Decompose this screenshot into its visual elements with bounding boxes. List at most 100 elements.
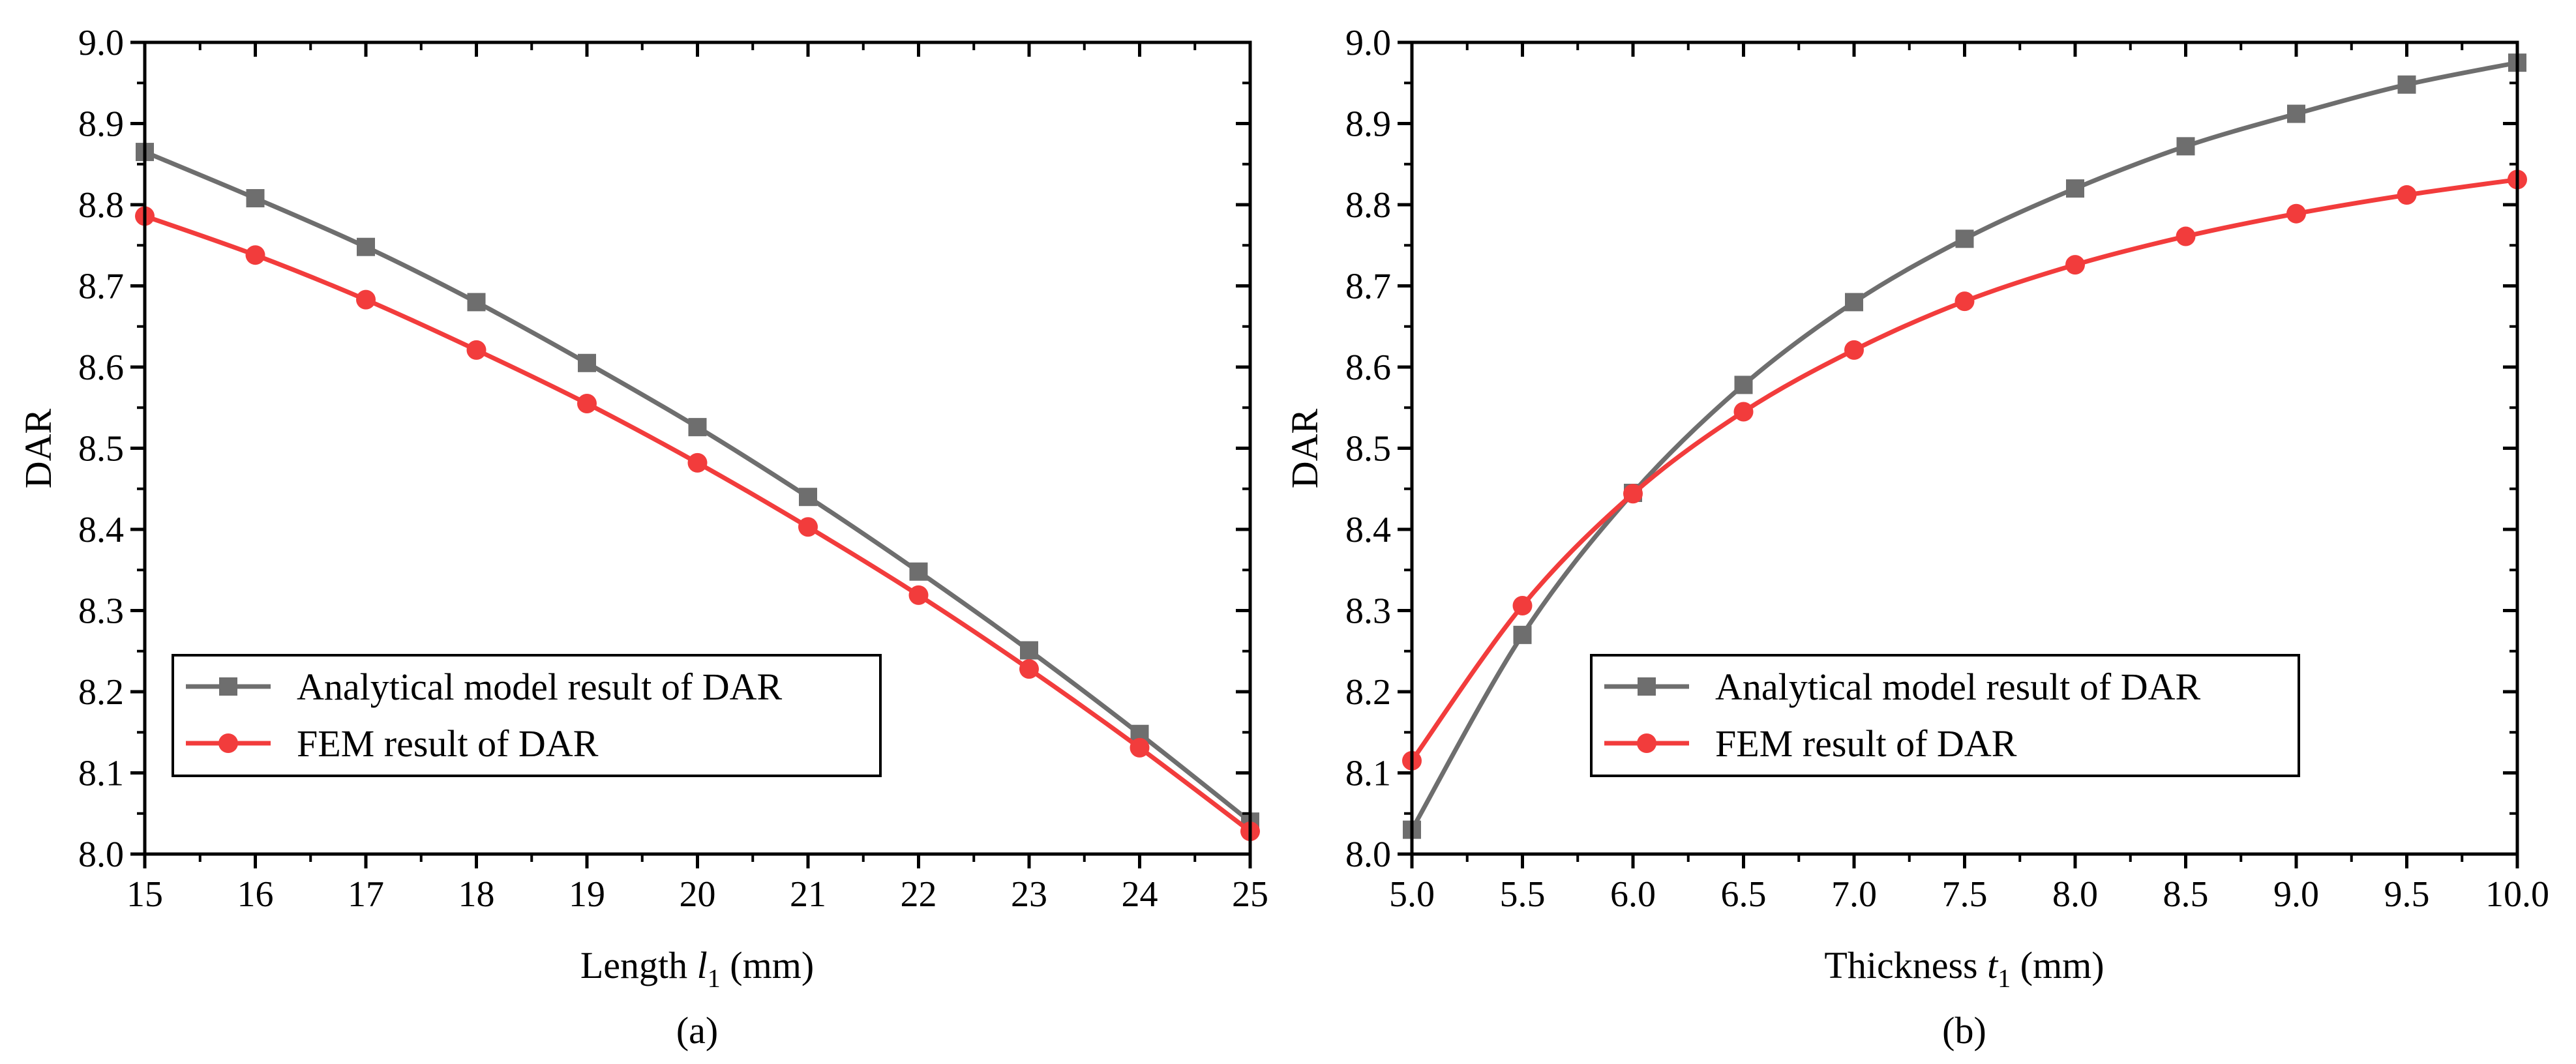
panel-b-y-tick-label: 8.0 — [1345, 835, 1391, 875]
panel-a-point-fem — [908, 585, 929, 605]
panel-a-point-fem — [577, 394, 597, 414]
panel-a-point-analytical — [909, 562, 928, 581]
panel-b-point-analytical — [2066, 179, 2084, 198]
panel-b-x-tick-label: 9.0 — [2273, 874, 2319, 915]
panel-a-x-tick-label: 20 — [680, 874, 716, 915]
panel-b-y-tick-label: 8.5 — [1345, 429, 1391, 469]
panel-b-y-axis-label: DAR — [1283, 408, 1326, 488]
panel-b-legend: Analytical model result of DAR FEM resul… — [1590, 654, 2300, 777]
panel-a-x-tick-label: 15 — [127, 874, 163, 915]
panel-a-y-tick-label: 8.2 — [78, 672, 124, 713]
panel-b-x-tick-label: 10.0 — [2485, 874, 2549, 915]
panel-b-legend-box — [1590, 654, 2300, 777]
panel-a-y-tick-label: 9.0 — [78, 23, 124, 63]
panel-a-ticks: 15 16 17 18 19 20 21 22 23 24 25 8.0 8.1 8.2 8.3 8.4 8.5… — [78, 23, 1268, 915]
panel-b-point-analytical — [2176, 137, 2195, 156]
panel-a-y-axis-label: DAR — [17, 408, 59, 488]
panel-b-point-analytical — [2287, 104, 2305, 123]
panel-b-point-fem — [2286, 203, 2306, 224]
panel-a-point-analytical — [246, 189, 265, 208]
panel-b-x-tick-label: 5.0 — [1389, 874, 1435, 915]
panel-a-y-tick-label: 8.0 — [78, 835, 124, 875]
panel-b-point-fem — [1954, 291, 1975, 312]
panel-b-point-fem — [1733, 402, 1754, 422]
panel-a-x-tick-label: 22 — [901, 874, 937, 915]
panel-b-x-tick-label: 6.5 — [1721, 874, 1767, 915]
panel-a-legend-label-fem: FEM result of DAR — [297, 722, 599, 765]
panel-b-point-fem — [2397, 185, 2417, 205]
panel-a-x-tick-label: 16 — [237, 874, 274, 915]
panel-b-point-analytical — [1513, 625, 1532, 644]
panel-a-point-fem — [1130, 737, 1150, 758]
panel-a-point-fem — [466, 340, 487, 360]
panel-a-x-tick-label: 23 — [1011, 874, 1047, 915]
panel-a-x-axis-label: Length l1 (mm) — [580, 944, 814, 993]
panel-a-x-tick-label: 17 — [348, 874, 384, 915]
panel-b-point-fem — [2065, 255, 2085, 275]
panel-b-point-analytical — [1845, 293, 1863, 312]
panel-b-series-line-fem — [1410, 177, 2518, 762]
panel-b-point-fem — [2176, 226, 2196, 246]
panel-b-point-analytical — [2397, 75, 2416, 94]
panel-a-point-fem — [356, 289, 376, 310]
panel-b-x-tick-label: 6.0 — [1610, 874, 1656, 915]
panel-b-x-axis-label: Thickness t1 (mm) — [1824, 944, 2104, 993]
panel-a-series-line-analytical — [143, 149, 1252, 823]
panel-a-data-marks — [135, 143, 1260, 842]
panel-b-series-line-analytical — [1409, 60, 2518, 831]
panel-b-y-tick-label: 8.8 — [1345, 185, 1391, 226]
panel-b-y-tick-label: 8.2 — [1345, 672, 1391, 713]
panel-b-x-tick-label: 8.5 — [2163, 874, 2209, 915]
panel-b-x-tick-label: 5.5 — [1500, 874, 1546, 915]
panel-b-point-analytical — [1955, 229, 1974, 248]
panel-a-point-analytical — [688, 418, 707, 437]
panel-b-ticks: 5.0 5.5 6.0 6.5 7.0 7.5 8.0 8.5 9.0 9.5 10.0 8.0 8.1… — [1345, 23, 2549, 915]
panel-a-point-analytical — [357, 237, 375, 256]
panel-a-legend: Analytical model result of DAR FEM resul… — [172, 654, 882, 777]
panel-a-x-tick-label: 19 — [569, 874, 605, 915]
panel-a-y-tick-label: 8.1 — [78, 754, 124, 794]
panel-a-caption: (a) — [676, 1009, 718, 1052]
panel-b-y-tick-label: 8.9 — [1345, 104, 1391, 145]
panel-a-y-tick-label: 8.8 — [78, 185, 124, 226]
panel-b-legend-label-analytical: Analytical model result of DAR — [1715, 666, 2200, 708]
panel-b-y-tick-label: 8.4 — [1345, 510, 1391, 550]
panel-b-y-tick-label: 8.6 — [1345, 347, 1391, 388]
chart-panel-b: 5.0 5.5 6.0 6.5 7.0 7.5 8.0 8.5 9.0 9.5 10.0 8.0 8.1… — [1283, 23, 2549, 1052]
panel-a-point-analytical — [578, 353, 596, 372]
panel-a-y-tick-label: 8.6 — [78, 347, 124, 388]
panel-a-legend-marker-analytical — [219, 677, 237, 696]
panel-a-x-tick-label: 25 — [1232, 874, 1268, 915]
panel-a-y-tick-label: 8.3 — [78, 591, 124, 632]
panel-a-point-fem — [687, 452, 708, 473]
panel-b-y-tick-label: 8.1 — [1345, 754, 1391, 794]
panel-b-point-fem — [1623, 484, 1643, 504]
panel-a-x-tick-label: 21 — [790, 874, 826, 915]
panel-a-point-fem — [1019, 659, 1039, 679]
panel-b-point-fem — [1512, 596, 1533, 616]
panel-b-x-tick-label: 8.0 — [2052, 874, 2098, 915]
panel-a-legend-box — [172, 654, 882, 777]
panel-a-y-tick-label: 8.9 — [78, 104, 124, 145]
panel-a-point-analytical — [1020, 641, 1038, 660]
panel-b-caption: (b) — [1942, 1009, 1986, 1052]
panel-b-y-tick-label: 9.0 — [1345, 23, 1391, 63]
panel-b-point-analytical — [1734, 376, 1753, 394]
panel-b-x-tick-label: 7.5 — [1942, 874, 1988, 915]
panel-a-y-tick-label: 8.4 — [78, 510, 124, 550]
panel-b-y-tick-label: 8.3 — [1345, 591, 1391, 632]
panel-a-point-analytical — [467, 293, 486, 312]
panel-a-point-fem — [245, 245, 265, 265]
panel-b-x-tick-label: 9.5 — [2384, 874, 2430, 915]
panel-a-legend-marker-fem — [218, 733, 238, 753]
panel-a-x-tick-label: 24 — [1122, 874, 1158, 915]
panel-a-y-tick-label: 8.7 — [78, 267, 124, 307]
chart-panel-a: 15 16 17 18 19 20 21 22 23 24 25 8.0 8.1 8.2 8.3 8.4 8.5… — [17, 23, 1268, 1052]
panel-a-point-analytical — [799, 488, 817, 507]
panel-b-legend-label-fem: FEM result of DAR — [1715, 722, 2017, 765]
panel-b-x-tick-label: 7.0 — [1831, 874, 1877, 915]
panel-a-legend-label-analytical: Analytical model result of DAR — [297, 666, 782, 708]
panel-a-y-tick-label: 8.5 — [78, 429, 124, 469]
panel-a-x-tick-label: 18 — [458, 874, 495, 915]
